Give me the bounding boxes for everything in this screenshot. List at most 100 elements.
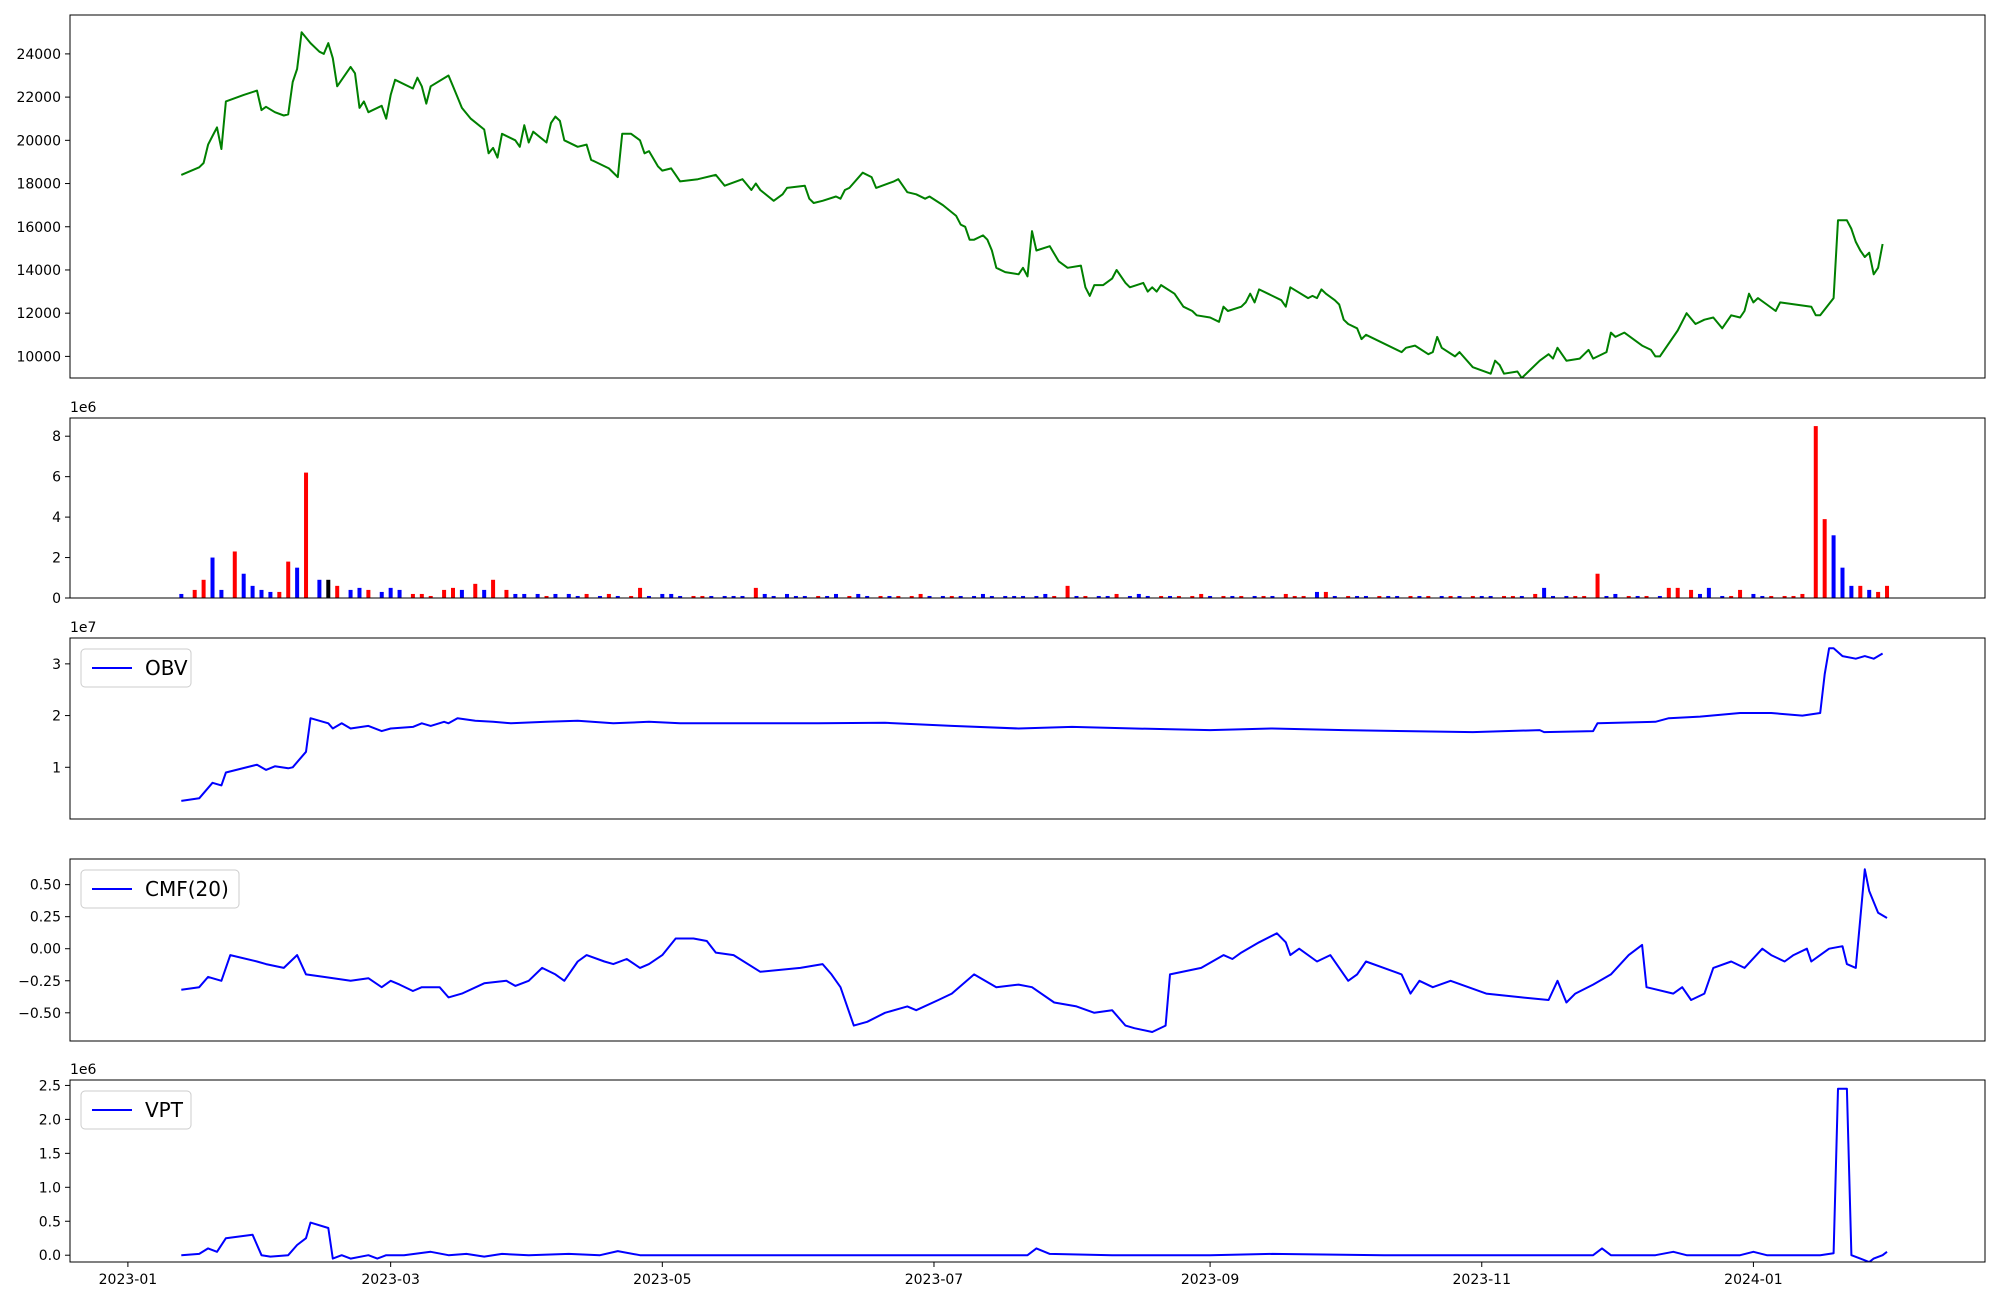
volume-bar — [1332, 595, 1337, 598]
volume-bar — [504, 589, 509, 598]
volume-bar — [1052, 595, 1057, 598]
volume-bar — [219, 589, 224, 598]
volume-bar — [949, 595, 954, 598]
volume-bar — [1502, 595, 1507, 598]
volume-bar — [584, 593, 589, 598]
volume-bar — [286, 561, 291, 598]
volume-bar — [1127, 595, 1132, 598]
volume-bar — [277, 591, 282, 598]
obv-line — [181, 647, 1884, 802]
y-scale-label: 1e6 — [70, 400, 97, 416]
volume-bar — [1190, 595, 1195, 598]
y-scale-label: 1e6 — [70, 1062, 97, 1078]
volume-bar — [1323, 591, 1328, 598]
volume-bar — [1003, 595, 1008, 598]
volume-bar — [1168, 595, 1173, 598]
volume-bar — [473, 583, 478, 598]
axes-frame — [69, 858, 1986, 1042]
volume-bar — [865, 595, 870, 598]
volume-bar — [1791, 595, 1796, 598]
legend: OBV — [80, 648, 192, 688]
y-tick-label: 0.25 — [30, 910, 61, 926]
volume-bar — [1301, 595, 1306, 598]
volume-bar — [691, 595, 696, 598]
volume-bar — [1706, 587, 1711, 598]
legend-label: OBV — [145, 656, 188, 680]
y-tick-label: 6 — [52, 470, 61, 486]
volume-bar — [357, 587, 362, 598]
y-tick-label: 1.0 — [39, 1180, 61, 1196]
price-line — [180, 31, 1884, 378]
price-panel: 10000 12000 14000 16000 18000 20000 22000 24000 — [16, 14, 1986, 379]
volume-bar — [1386, 595, 1391, 598]
volume-bar — [295, 567, 300, 598]
plot-area — [179, 426, 1890, 598]
y-tick-label: 0 — [52, 591, 61, 607]
volume-bar — [1813, 426, 1818, 598]
volume-bar — [1769, 595, 1774, 598]
cmf-panel: −0.50 −0.25 0.00 0.25 0.50 CMF(20) — [18, 858, 1986, 1042]
volume-bar — [669, 593, 674, 598]
y-tick-label: 2 — [52, 709, 61, 725]
plot-area — [181, 647, 1884, 802]
y-tick-label: 4 — [52, 510, 61, 526]
cmf-20-line — [181, 868, 1888, 1033]
volume-bar — [1159, 595, 1164, 598]
volume-bar — [1697, 593, 1702, 598]
volume-bar — [1457, 595, 1462, 598]
axes-frame — [69, 637, 1986, 820]
volume-bar — [553, 593, 558, 598]
volume-bar — [1083, 595, 1088, 598]
y-tick-label: 2.5 — [39, 1078, 61, 1094]
volume-bar — [1363, 595, 1368, 598]
volume-bar — [1751, 593, 1756, 598]
y-tick-label: 12000 — [16, 306, 61, 322]
volume-bar — [1355, 595, 1360, 598]
x-tick-label: 2024-01 — [1724, 1272, 1783, 1288]
volume-bar — [379, 591, 384, 598]
volume-bar — [1533, 593, 1538, 598]
axes-frame — [69, 1079, 1986, 1263]
y-tick-label: 0.50 — [30, 878, 61, 894]
volume-bar — [1613, 593, 1618, 598]
volume-bar — [1105, 595, 1110, 598]
volume-bar — [972, 595, 977, 598]
volume-bar — [909, 595, 914, 598]
y-tick-label: 8 — [52, 429, 61, 445]
volume-bar — [1448, 595, 1453, 598]
volume-bar — [731, 595, 736, 598]
volume-bar — [825, 595, 830, 598]
volume-bar — [1034, 595, 1039, 598]
volume-bar — [1582, 595, 1587, 598]
volume-bar — [918, 593, 923, 598]
volume-bar — [958, 595, 963, 598]
volume-panel: 0 2 4 6 8 1e6 — [52, 400, 1986, 607]
volume-bar — [1065, 585, 1070, 598]
volume-bar — [575, 595, 580, 598]
volume-bar — [428, 595, 433, 598]
volume-bar — [1760, 595, 1765, 598]
volume-bar — [1840, 567, 1845, 598]
y-tick-label: 3 — [52, 657, 61, 673]
volume-bar — [989, 595, 994, 598]
volume-bar — [980, 593, 985, 598]
volume-bar — [1136, 593, 1141, 598]
volume-bar — [722, 595, 727, 598]
volume-bar — [1858, 585, 1863, 598]
volume-bar — [1208, 595, 1213, 598]
y-tick-label: 10000 — [16, 349, 61, 365]
y-tick-label: 14000 — [16, 263, 61, 279]
volume-bar — [1822, 519, 1827, 598]
volume-bar — [241, 573, 246, 598]
axes-frame — [69, 417, 1986, 599]
volume-bar — [785, 593, 790, 598]
volume-bar — [451, 587, 455, 598]
plot-area — [180, 31, 1884, 378]
volume-bar — [1551, 595, 1556, 598]
volume-bar — [1470, 595, 1475, 598]
legend-box — [80, 869, 240, 909]
volume-bar — [397, 589, 402, 598]
volume-bar — [1239, 595, 1244, 598]
volume-bar — [1145, 595, 1150, 598]
volume-bar — [1657, 595, 1662, 598]
